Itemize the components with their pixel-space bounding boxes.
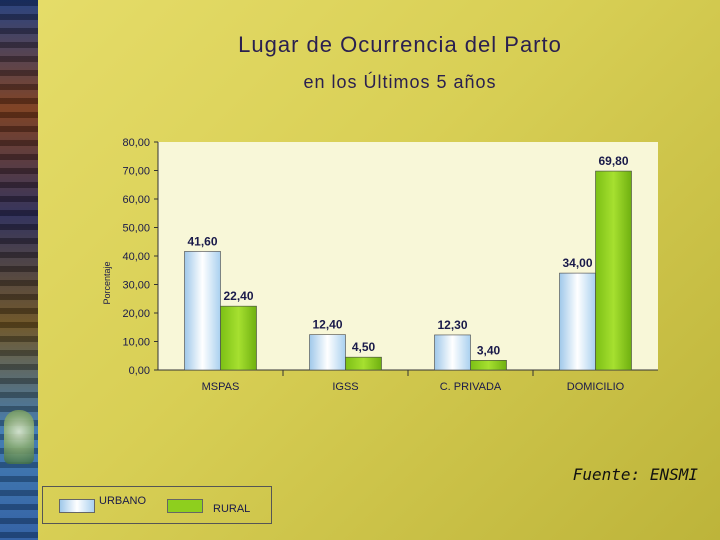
bar-rural-1 [345,356,382,371]
chart-subtitle: en los Últimos 5 años [303,72,497,92]
x-tick-label: C. PRIVADA [440,381,502,393]
legend-swatch-urbano [59,499,95,513]
data-label: 12,30 [437,318,467,332]
y-tick-label: 50,00 [122,223,150,235]
y-tick-label: 60,00 [122,194,150,206]
legend-label-urbano: URBANO [99,495,147,507]
data-label: 3,40 [477,343,501,357]
legend-swatch-rural [167,499,203,513]
y-tick-label: 30,00 [122,280,150,292]
bar-urbano-0 [184,251,221,371]
bar-rural-2 [470,360,507,371]
y-tick-label: 70,00 [122,166,150,178]
y-tick-label: 80,00 [122,137,150,149]
bar-rural-3 [595,170,632,371]
legend-label-rural: RURAL [213,503,251,515]
x-tick-label: MSPAS [202,381,240,393]
legend: URBANO RURAL [42,486,272,524]
decorative-side-strip [0,0,38,540]
bar-urbano-2 [434,334,471,371]
y-tick-label: 20,00 [122,308,150,320]
data-label: 22,40 [223,289,253,303]
data-label: 34,00 [562,256,592,270]
y-tick-label: 10,00 [122,337,150,349]
x-tick-label: IGSS [332,381,358,393]
data-label: 41,60 [187,234,217,248]
chart-title: Lugar de Ocurrencia del Parto [238,32,562,57]
bar-rural-0 [220,305,257,371]
data-label: 12,40 [312,318,342,332]
y-tick-label: 0,00 [129,365,150,377]
coat-of-arms-icon [4,410,34,464]
bar-urbano-1 [309,334,346,371]
y-axis-label: Porcentaje [102,261,112,304]
source-note: Fuente: ENSMI [572,465,698,484]
bar-urbano-3 [559,272,596,371]
data-label: 4,50 [352,340,376,354]
x-tick-label: DOMICILIO [567,381,625,393]
data-label: 69,80 [598,154,628,168]
y-tick-label: 40,00 [122,251,150,263]
